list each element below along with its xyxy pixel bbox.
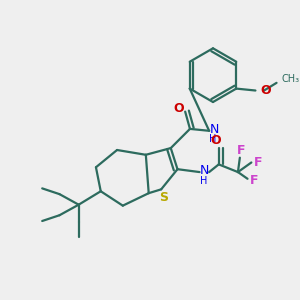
Text: F: F (254, 156, 262, 169)
Text: CH₃: CH₃ (281, 74, 299, 84)
Text: H: H (200, 176, 207, 186)
Text: O: O (173, 102, 184, 115)
Text: O: O (211, 134, 221, 147)
Text: F: F (237, 143, 245, 157)
Text: N: N (200, 164, 209, 177)
Text: H: H (209, 134, 217, 144)
Text: F: F (250, 174, 259, 187)
Text: N: N (209, 123, 219, 136)
Text: O: O (260, 84, 271, 97)
Text: S: S (160, 190, 169, 203)
